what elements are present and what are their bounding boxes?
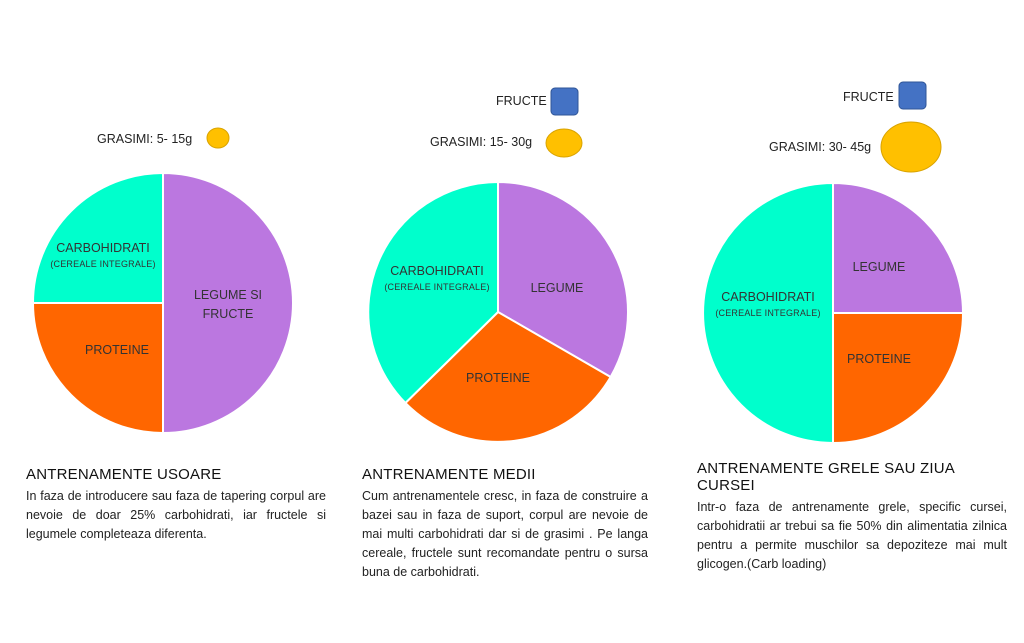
slice-label-proteine: PROTEINE: [85, 343, 149, 357]
slice-label-legume: LEGUME: [531, 281, 584, 295]
pie-chart: [31, 171, 294, 435]
slice-legume: [162, 171, 294, 435]
caption-grele: ANTRENAMENTE GRELE SAU ZIUA CURSEI Intr-…: [697, 460, 1007, 574]
fructe-marker: [898, 81, 927, 110]
slice-carbohidrati: [31, 171, 164, 304]
slice-label-carbohidrati: CARBOHIDRATI: [390, 264, 484, 278]
slice-legume: [832, 181, 965, 314]
grasimi-marker: [880, 121, 942, 173]
caption-body: Cum antrenamentele cresc, in faza de con…: [362, 489, 648, 579]
slice-proteine: [31, 302, 164, 435]
caption-body: In faza de introducere sau faza de taper…: [26, 489, 326, 541]
caption-medii: ANTRENAMENTE MEDII Cum antrenamentele cr…: [362, 466, 648, 582]
fructe-marker: [550, 87, 579, 116]
caption-title: ANTRENAMENTE MEDII: [362, 466, 536, 483]
slice-carbohidrati: [367, 180, 499, 405]
slice-label-legume-line1: LEGUME SI: [194, 288, 262, 302]
slice-legume: [497, 180, 629, 379]
slice-sublabel-carbohidrati: (CEREALE INTEGRALE): [384, 282, 489, 292]
slice-label-carbohidrati: CARBOHIDRATI: [721, 290, 815, 304]
slice-sublabel-carbohidrati: (CEREALE INTEGRALE): [715, 308, 820, 318]
slice-label-legume-line2: FRUCTE: [203, 307, 254, 321]
caption-usoare: ANTRENAMENTE USOARE In faza de introduce…: [26, 466, 326, 544]
panel-grele: FRUCTE GRASIMI: 30- 45g LEGUME PROTEINE …: [702, 81, 965, 445]
panel-medii: FRUCTE GRASIMI: 15- 30g LEGUME PROTEINE …: [367, 87, 629, 443]
slice-label-proteine: PROTEINE: [466, 371, 530, 385]
slice-label-legume: LEGUME: [853, 260, 906, 274]
slice-sublabel-carbohidrati: (CEREALE INTEGRALE): [50, 259, 155, 269]
slice-proteine: [832, 312, 965, 445]
grasimi-label: GRASIMI: 30- 45g: [769, 140, 871, 154]
pie-chart: [702, 181, 965, 445]
slice-label-carbohidrati: CARBOHIDRATI: [56, 241, 150, 255]
caption-body: Intr-o faza de antrenamente grele, speci…: [697, 500, 1007, 571]
grasimi-marker: [545, 128, 583, 158]
caption-title: ANTRENAMENTE GRELE SAU ZIUA CURSEI: [697, 460, 955, 494]
slice-label-proteine: PROTEINE: [847, 352, 911, 366]
panel-usoare: GRASIMI: 5- 15g LEGUME SI FRUCTE PROTEIN…: [31, 127, 294, 435]
grasimi-marker: [206, 127, 230, 149]
grasimi-label: GRASIMI: 5- 15g: [97, 132, 192, 146]
fructe-label: FRUCTE: [496, 94, 547, 108]
pie-chart: [367, 180, 629, 443]
fructe-label: FRUCTE: [843, 90, 894, 104]
slice-carbohidrati: [702, 181, 834, 445]
slice-proteine: [403, 310, 612, 443]
caption-title: ANTRENAMENTE USOARE: [26, 466, 222, 483]
grasimi-label: GRASIMI: 15- 30g: [430, 135, 532, 149]
